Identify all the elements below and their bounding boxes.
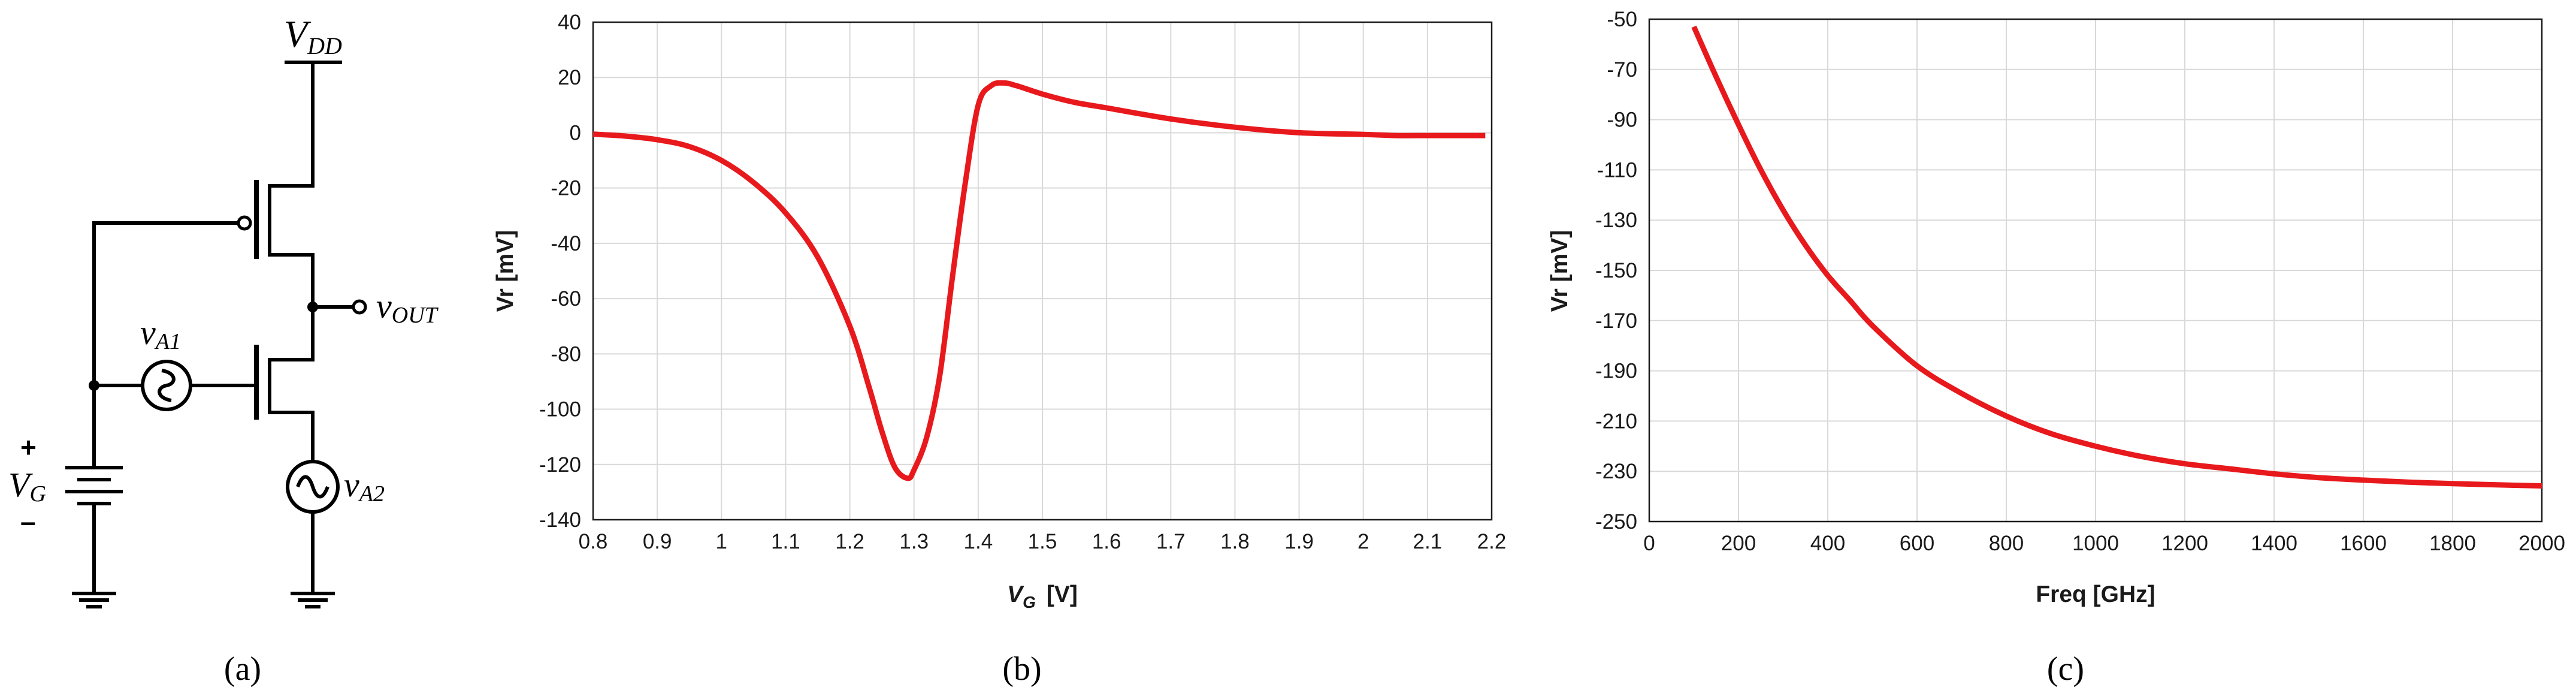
y-tick-label: -250 — [1595, 510, 1637, 534]
x-tick-label: 1.7 — [1156, 530, 1186, 553]
x-tick-label: 2 — [1357, 530, 1369, 553]
chart-b-x-ticks: 0.8 0.9 1 1.1 1.2 1.3 1.4 1.5 1.6 1.7 1.8 1.9 2 2.1 2.… — [579, 530, 1507, 553]
y-tick-label: -190 — [1595, 360, 1637, 383]
x-tick-label: 1.6 — [1092, 530, 1121, 553]
x-tick-label: 600 — [1900, 532, 1934, 555]
y-tick-label: -50 — [1607, 8, 1637, 31]
vout-label: vOUT — [376, 287, 439, 328]
x-tick-label: 400 — [1810, 532, 1845, 555]
nmos-transistor — [183, 345, 315, 420]
y-tick-label: 40 — [558, 11, 581, 34]
x-tick-label: 1200 — [2161, 532, 2208, 555]
y-tick-label: -70 — [1607, 58, 1637, 82]
chart-vr-vs-vg: 0.8 0.9 1 1.1 1.2 1.3 1.4 1.5 1.6 1.7 1.8 1.9 2 2.1 2.… — [492, 11, 1506, 611]
subfigure-label-a: (a) — [224, 650, 261, 688]
y-tick-label: 0 — [570, 121, 581, 144]
va2-label: vA2 — [344, 465, 385, 507]
x-tick-label: 1800 — [2429, 532, 2476, 555]
y-tick-label: -60 — [551, 287, 581, 311]
y-tick-label: -80 — [551, 342, 581, 366]
subfigure-label-b: (b) — [1002, 650, 1041, 688]
x-tick-label: 1600 — [2340, 532, 2387, 555]
x-tick-label: 1 — [716, 530, 727, 553]
y-tick-label: -120 — [539, 453, 581, 477]
vg-battery — [65, 466, 123, 505]
chart-b-y-ticks: 40 20 0 -20 -40 -60 -80 -100 -120 -140 — [539, 11, 581, 532]
x-tick-label: 1400 — [2251, 532, 2297, 555]
x-tick-label: 1.5 — [1028, 530, 1057, 553]
y-tick-label: -110 — [1597, 158, 1637, 182]
chart-c-y-ticks: -50 -70 -90 -110 -130 -150 -170 -190 -210 -230 -25… — [1595, 8, 1637, 534]
x-tick-label: 0 — [1643, 532, 1655, 555]
subfigure-label-c: (c) — [2047, 650, 2084, 688]
chart-c-x-axis-label: Freq [GHz] — [2036, 581, 2155, 607]
x-tick-label: 1.3 — [899, 530, 929, 553]
minus-sign: – — [20, 506, 36, 537]
y-tick-label: -140 — [539, 508, 581, 532]
y-tick-label: 20 — [558, 66, 581, 89]
chart-b-series-line — [592, 80, 1486, 481]
ground-right — [291, 592, 335, 608]
pmos-transistor — [94, 180, 315, 259]
va1-label: vA1 — [140, 313, 181, 354]
chart-b-y-axis-label: Vr [mV] — [492, 230, 518, 312]
y-tick-label: -90 — [1607, 109, 1637, 132]
y-tick-label: -100 — [539, 398, 581, 421]
chart-c-series-line — [1691, 25, 2542, 489]
x-tick-label: 200 — [1721, 532, 1756, 555]
x-tick-label: 2.1 — [1413, 530, 1443, 553]
chart-b-x-axis-label: VG [V] — [1007, 581, 1078, 611]
x-tick-label: 2000 — [2518, 532, 2565, 555]
chart-c-y-axis-label: Vr [mV] — [1547, 230, 1573, 312]
x-tick-label: 1.8 — [1220, 530, 1250, 553]
x-tick-label: 1.2 — [835, 530, 864, 553]
x-tick-label: 1.4 — [964, 530, 993, 553]
x-tick-label: 2.2 — [1477, 530, 1507, 553]
y-tick-label: -130 — [1595, 209, 1637, 232]
chart-c-plot-area — [1648, 18, 2543, 523]
x-tick-label: 800 — [1989, 532, 2024, 555]
vg-label: VG — [8, 465, 46, 507]
chart-vr-vs-freq: 0 200 400 600 800 1000 1200 1400 1600 1800 2000 -5… — [1547, 8, 2565, 607]
circuit-schematic: VDD vOUT vA2 — [8, 13, 439, 608]
chart-c-grid — [1649, 19, 2542, 522]
x-tick-label: 0.9 — [643, 530, 672, 553]
x-tick-label: 0.8 — [579, 530, 608, 553]
output-terminal — [352, 299, 367, 315]
y-tick-label: -150 — [1595, 259, 1637, 282]
x-tick-label: 1000 — [2072, 532, 2119, 555]
x-tick-label: 1.1 — [771, 530, 800, 553]
y-tick-label: -170 — [1595, 309, 1637, 333]
plus-sign: + — [20, 432, 37, 463]
y-tick-label: -20 — [551, 177, 581, 200]
chart-c-x-ticks: 0 200 400 600 800 1000 1200 1400 1600 1800 2000 — [1643, 532, 2565, 555]
pmos-bubble — [237, 215, 252, 231]
y-tick-label: -210 — [1595, 409, 1637, 433]
chart-b-plot-area — [592, 21, 1493, 521]
ground-left — [72, 592, 116, 608]
x-tick-label: 1.9 — [1284, 530, 1314, 553]
y-tick-label: -40 — [551, 232, 581, 255]
y-tick-label: -230 — [1595, 460, 1637, 483]
vdd-label: VDD — [284, 13, 342, 59]
